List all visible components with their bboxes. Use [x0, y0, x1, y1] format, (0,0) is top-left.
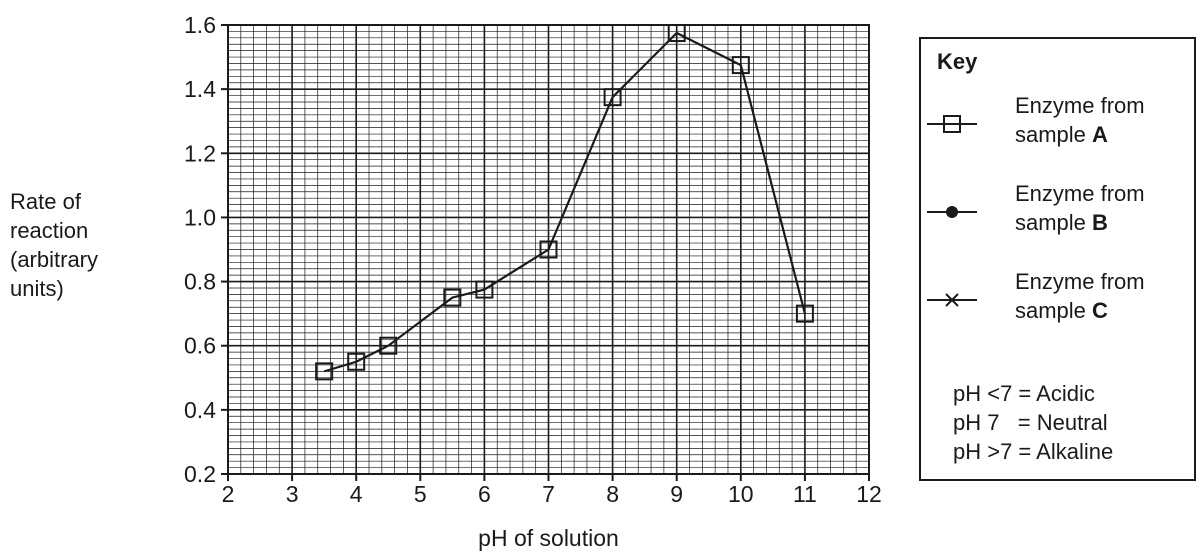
- y-tick-label: 0.8: [184, 269, 216, 295]
- y-tick-label: 1.2: [184, 140, 216, 166]
- legend-note-alkaline: pH >7 = Alkaline: [953, 439, 1114, 464]
- data-point-square: [379, 336, 398, 355]
- legend-item-sample-b: Enzyme from sample B: [921, 179, 1194, 249]
- x-tick-label: 12: [856, 481, 882, 507]
- cross-icon: [927, 293, 977, 307]
- y-axis-label-line: reaction: [10, 218, 89, 243]
- legend-item-letter: B: [1092, 210, 1108, 235]
- data-point-square: [443, 288, 462, 307]
- x-tick-label: 6: [478, 481, 491, 507]
- y-axis-label-line: units): [10, 276, 64, 301]
- square-icon: [927, 115, 977, 133]
- data-point-square: [539, 240, 558, 259]
- chart-series: [315, 24, 814, 381]
- legend-note-acidic: pH <7 = Acidic: [953, 381, 1095, 406]
- filled-circle-icon: [927, 206, 977, 218]
- y-tick-label: 0.4: [184, 397, 216, 423]
- data-point-square: [667, 24, 686, 43]
- legend-item-sample-c: Enzyme from sample C: [921, 267, 1194, 337]
- y-axis-label-line: Rate of: [10, 189, 81, 214]
- legend-item-line1: Enzyme from: [1015, 269, 1145, 294]
- legend-title: Key: [937, 49, 978, 74]
- legend-item-sample-a: Enzyme from sample A: [921, 91, 1194, 161]
- y-tick-label: 0.2: [184, 461, 216, 487]
- legend-item-line2: sample C: [1015, 296, 1145, 325]
- legend-item-letter: A: [1092, 122, 1108, 147]
- x-axis-label: pH of solution: [478, 525, 619, 551]
- x-tick-label: 4: [350, 481, 363, 507]
- data-point-square: [795, 304, 814, 323]
- legend-note-neutral: pH 7 = Neutral: [953, 410, 1108, 435]
- legend-item-prefix: sample: [1015, 210, 1093, 235]
- x-tick-label: 11: [793, 481, 817, 507]
- legend-item-line2: sample A: [1015, 120, 1145, 149]
- legend-item-letter: C: [1092, 298, 1108, 323]
- x-tick-label: 2: [222, 481, 235, 507]
- x-tick-label: 7: [542, 481, 555, 507]
- legend-item-prefix: sample: [1015, 122, 1093, 147]
- data-point-square: [315, 362, 334, 381]
- y-tick-label: 0.6: [184, 333, 216, 359]
- chart-grid: [227, 24, 870, 475]
- data-point-square: [731, 56, 750, 75]
- chart-axes: 2 3 4 5 6 7 8 9 10 11 12 0.2 0.4 0.6 0.8 1.0 1.2 1.4 1.6 pH…: [184, 12, 882, 551]
- x-tick-label: 5: [414, 481, 427, 507]
- x-tick-label: 3: [286, 481, 299, 507]
- y-axis-label-line: (arbitrary: [10, 247, 99, 272]
- legend-item-line1: Enzyme from: [1015, 93, 1145, 118]
- x-tick-label: 9: [670, 481, 683, 507]
- y-tick-label: 1.6: [184, 12, 216, 38]
- y-tick-label: 1.4: [184, 76, 216, 102]
- x-tick-label: 8: [606, 481, 619, 507]
- x-tick-label: 10: [728, 481, 754, 507]
- data-point-square: [603, 88, 622, 107]
- series-line: [323, 31, 806, 373]
- legend-item-line2: sample B: [1015, 208, 1145, 237]
- legend-item-prefix: sample: [1015, 298, 1093, 323]
- data-point-square: [347, 352, 366, 371]
- legend-key: Key Enzyme from sample A Enzyme from sam…: [919, 37, 1196, 481]
- legend-item-line1: Enzyme from: [1015, 181, 1145, 206]
- y-tick-label: 1.0: [184, 204, 216, 230]
- data-point-square: [475, 280, 494, 299]
